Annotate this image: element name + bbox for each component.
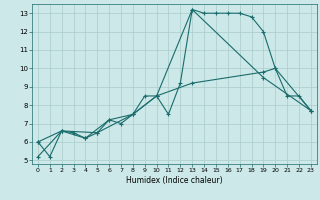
X-axis label: Humidex (Indice chaleur): Humidex (Indice chaleur)	[126, 176, 223, 185]
